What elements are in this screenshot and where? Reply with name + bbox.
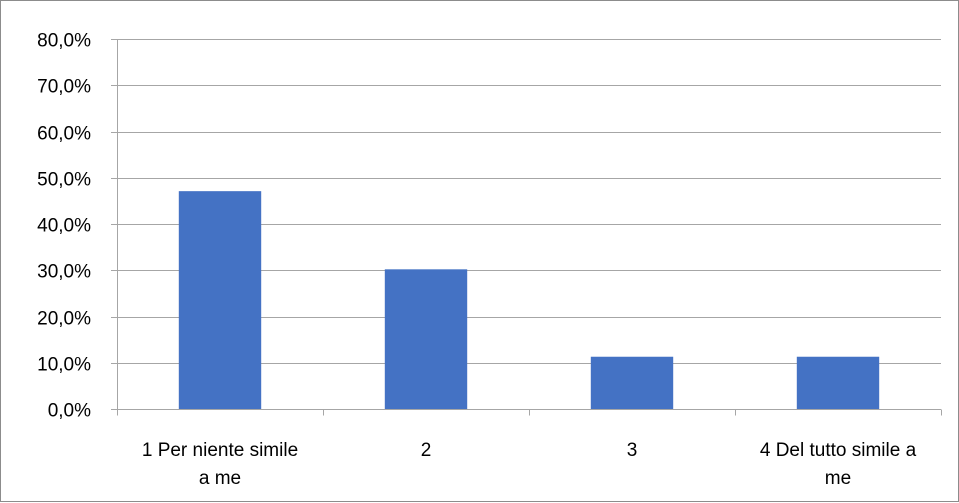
bar: [178, 191, 262, 409]
x-category-label: 1 Per niente simile a me: [142, 440, 298, 489]
y-tick-label: 60,0%: [37, 124, 91, 145]
y-tick-label: 50,0%: [37, 170, 91, 191]
x-category-label-line: 2: [421, 440, 432, 461]
bar: [384, 269, 468, 409]
bar: [796, 356, 880, 409]
x-category-label: 2: [421, 440, 432, 461]
bars: [178, 191, 880, 409]
y-tick-label: 30,0%: [37, 262, 91, 283]
y-tick-label: 0,0%: [48, 401, 91, 422]
y-tick-label: 40,0%: [37, 216, 91, 237]
x-category-label: 4 Del tutto simile a me: [760, 440, 917, 489]
y-tick-label: 70,0%: [37, 77, 91, 98]
y-tick-label: 80,0%: [37, 31, 91, 52]
y-tick-label: 10,0%: [37, 355, 91, 376]
x-category-label-line: 4 Del tutto simile a: [760, 440, 917, 461]
x-category-label-line: 3: [627, 440, 638, 461]
x-category-label-line: me: [825, 468, 851, 489]
axes: [111, 39, 942, 416]
y-tick-labels: 0,0% 10,0% 20,0% 30,0% 40,0% 50,0% 60,0% 70,0% 8…: [37, 31, 91, 422]
x-category-label-line: a me: [199, 468, 241, 489]
y-tick-label: 20,0%: [37, 309, 91, 330]
bar: [590, 356, 674, 409]
x-category-labels: 1 Per niente simile a me 2 3 4 Del tutto sim…: [142, 440, 917, 489]
x-category-label-line: 1 Per niente simile: [142, 440, 298, 461]
x-category-label: 3: [627, 440, 638, 461]
